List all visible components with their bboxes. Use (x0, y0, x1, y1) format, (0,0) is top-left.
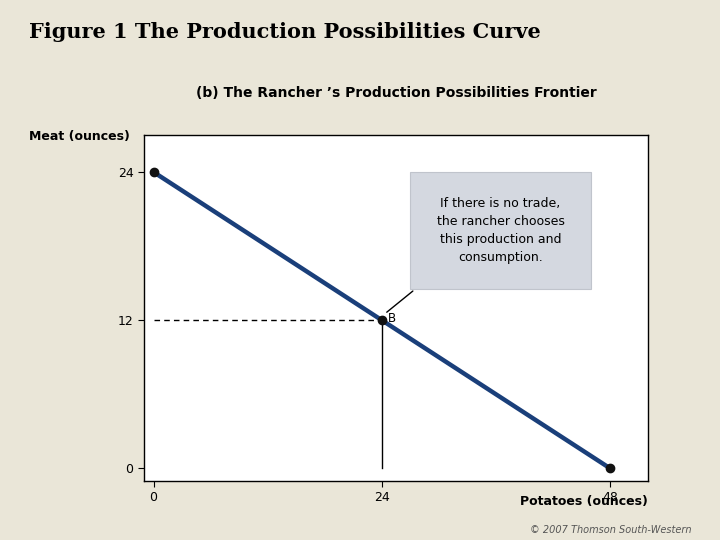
Text: Figure 1 The Production Possibilities Curve: Figure 1 The Production Possibilities Cu… (29, 22, 541, 42)
Text: Potatoes (ounces): Potatoes (ounces) (520, 495, 648, 508)
Text: If there is no trade,
the rancher chooses
this production and
consumption.: If there is no trade, the rancher choose… (436, 197, 564, 264)
Text: (b) The Rancher ’s Production Possibilities Frontier: (b) The Rancher ’s Production Possibilit… (196, 86, 596, 100)
Text: © 2007 Thomson South-Western: © 2007 Thomson South-Western (530, 524, 691, 535)
Text: Meat (ounces): Meat (ounces) (29, 130, 130, 143)
FancyBboxPatch shape (410, 172, 591, 289)
Text: B: B (387, 313, 395, 326)
